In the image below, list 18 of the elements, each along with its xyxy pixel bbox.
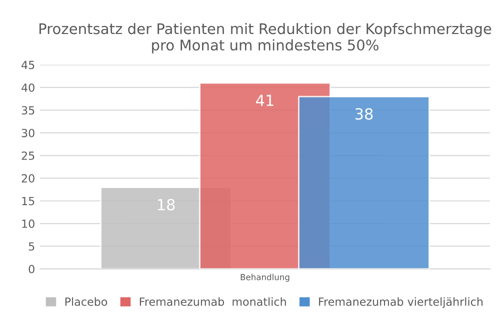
data-label: 18 xyxy=(158,198,175,210)
chart-title: Prozentsatz der Patienten mit Reduktion der Kopfschmerztage pro Monat um mindestens 50% xyxy=(39,22,492,54)
x-tick-label: Behandlung xyxy=(240,274,290,282)
legend-label: Fremanezumab vierteljährlich xyxy=(319,297,483,308)
legend-label: Placebo xyxy=(65,297,108,306)
y-tick-label: 45 xyxy=(22,60,34,70)
y-tick-label: 40 xyxy=(22,83,34,92)
y-tick-label: 10 xyxy=(22,220,34,228)
y-tick-label: 35 xyxy=(22,106,34,115)
y-tick-label: 5 xyxy=(28,242,34,251)
y-tick-label: 20 xyxy=(22,174,34,183)
legend-label: Fremanezumab monatlich xyxy=(140,297,286,306)
data-label: 41 xyxy=(256,94,274,106)
data-label: 38 xyxy=(355,108,373,120)
y-tick-label: 25 xyxy=(22,151,34,160)
y-tick-label: 30 xyxy=(22,128,34,138)
y-tick-label: 15 xyxy=(22,197,34,206)
y-tick-label: 0 xyxy=(28,264,34,274)
